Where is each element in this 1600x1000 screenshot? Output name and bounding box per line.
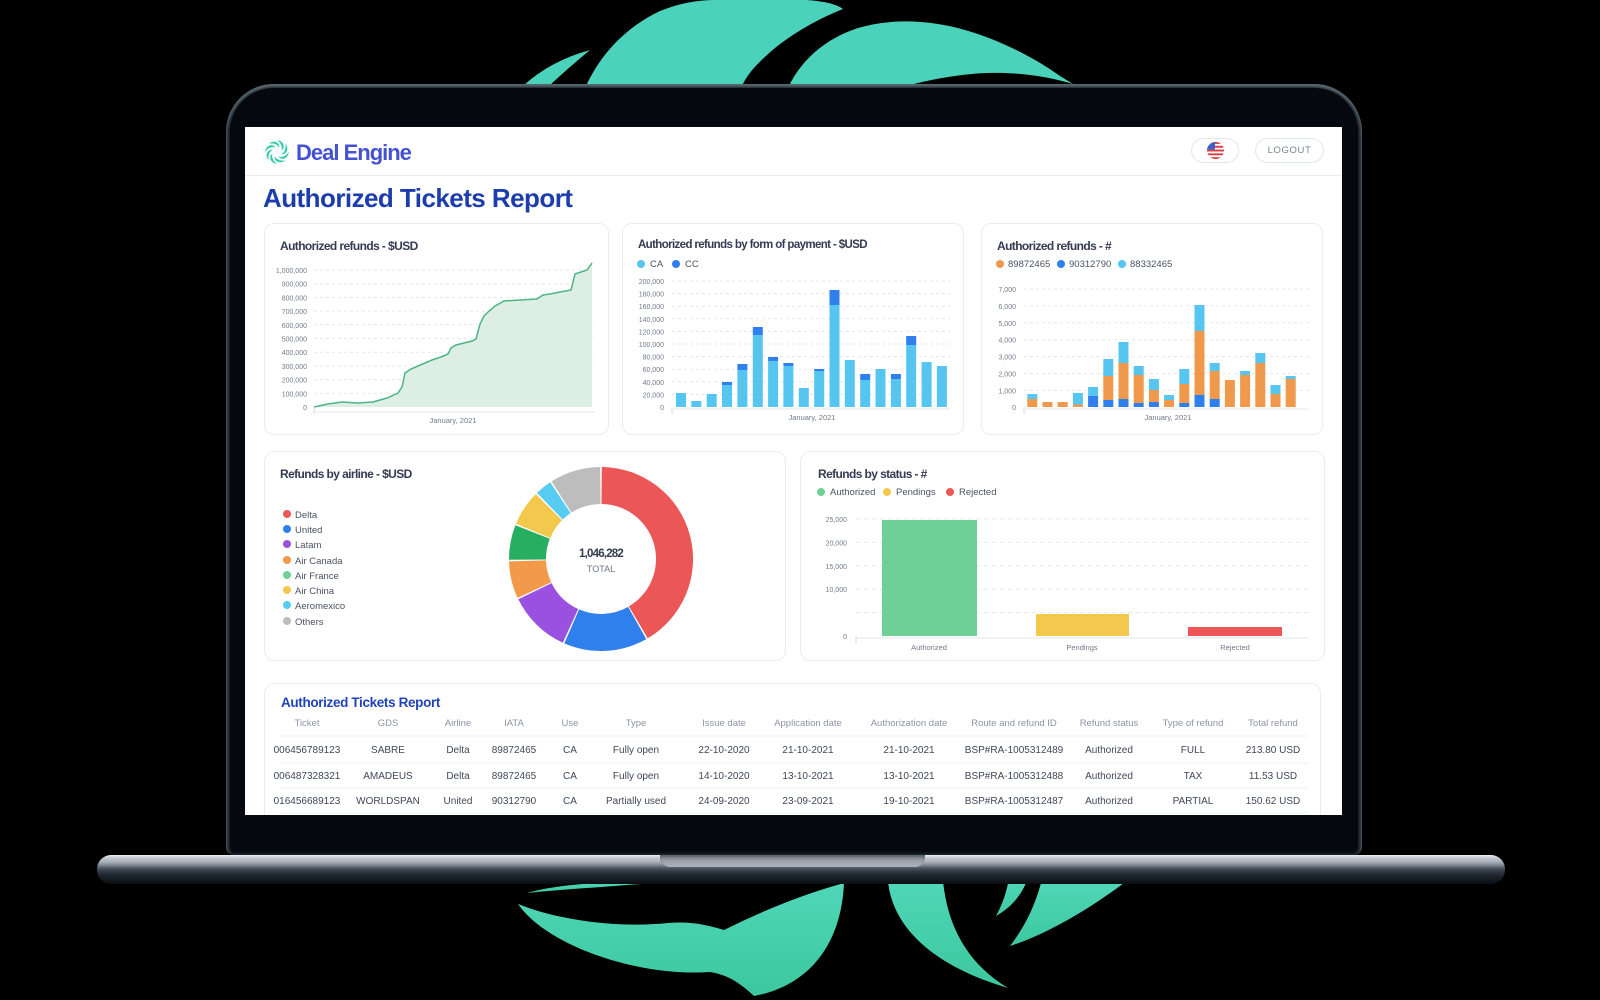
svg-text:200,000: 200,000 (639, 279, 664, 286)
svg-text:1,000,000: 1,000,000 (276, 268, 307, 275)
svg-text:800,000: 800,000 (282, 295, 307, 302)
svg-text:2,000: 2,000 (998, 372, 1016, 379)
svg-text:January, 2021: January, 2021 (789, 413, 836, 422)
svg-text:Delta: Delta (446, 771, 470, 782)
svg-text:15,000: 15,000 (826, 564, 848, 571)
svg-text:13-10-2021: 13-10-2021 (782, 771, 834, 782)
svg-text:7,000: 7,000 (998, 287, 1016, 294)
svg-text:40,000: 40,000 (643, 380, 665, 387)
svg-text:Refund status: Refund status (1080, 718, 1139, 729)
svg-text:Fully open: Fully open (613, 745, 659, 756)
svg-text:BSP#RA-1005312487: BSP#RA-1005312487 (965, 796, 1064, 807)
svg-text:Pendings: Pendings (1066, 643, 1098, 652)
svg-text:BSP#RA-1005312488: BSP#RA-1005312488 (965, 771, 1064, 782)
svg-text:Total refund: Total refund (1248, 718, 1298, 729)
svg-text:Rejected: Rejected (1220, 643, 1250, 652)
svg-text:90312790: 90312790 (492, 796, 537, 807)
svg-text:180,000: 180,000 (639, 292, 664, 299)
svg-text:100,000: 100,000 (639, 342, 664, 349)
svg-text:11.53 USD: 11.53 USD (1249, 771, 1297, 782)
svg-text:CA: CA (563, 796, 577, 807)
svg-text:WORLDSPAN: WORLDSPAN (356, 796, 420, 807)
svg-text:GDS: GDS (378, 718, 399, 729)
svg-text:89872465: 89872465 (492, 771, 537, 782)
svg-text:Use: Use (562, 718, 579, 729)
svg-text:Type of refund: Type of refund (1163, 718, 1224, 729)
svg-text:80,000: 80,000 (643, 355, 665, 362)
svg-text:900,000: 900,000 (282, 282, 307, 289)
svg-text:14-10-2020: 14-10-2020 (698, 771, 750, 782)
svg-text:22-10-2020: 22-10-2020 (698, 745, 750, 756)
svg-text:Route and refund ID: Route and refund ID (971, 718, 1057, 729)
svg-text:700,000: 700,000 (282, 309, 307, 316)
svg-text:21-10-2021: 21-10-2021 (883, 745, 935, 756)
svg-text:213.80 USD: 213.80 USD (1246, 745, 1300, 756)
svg-text:Ticket: Ticket (295, 718, 320, 729)
svg-text:Authorization date: Authorization date (871, 718, 948, 729)
svg-text:TAX: TAX (1184, 771, 1203, 782)
svg-text:21-10-2021: 21-10-2021 (782, 745, 834, 756)
svg-text:Partially used: Partially used (606, 796, 666, 807)
svg-text:400,000: 400,000 (282, 350, 307, 357)
svg-text:Authorized: Authorized (1085, 771, 1133, 782)
svg-text:FULL: FULL (1181, 745, 1206, 756)
svg-text:1,000: 1,000 (998, 388, 1016, 395)
svg-text:Authorized: Authorized (1085, 745, 1133, 756)
svg-text:25,000: 25,000 (826, 517, 848, 524)
svg-text:140,000: 140,000 (639, 317, 664, 324)
svg-text:4,000: 4,000 (998, 338, 1016, 345)
svg-text:3,000: 3,000 (998, 355, 1016, 362)
svg-text:TOTAL: TOTAL (587, 564, 615, 574)
svg-text:0: 0 (303, 405, 307, 412)
svg-text:60,000: 60,000 (643, 367, 665, 374)
svg-text:BSP#RA-1005312489: BSP#RA-1005312489 (965, 745, 1064, 756)
svg-text:13-10-2021: 13-10-2021 (883, 771, 935, 782)
svg-text:Authorized: Authorized (911, 643, 947, 652)
svg-text:Type: Type (626, 718, 647, 729)
svg-text:United: United (444, 796, 473, 807)
svg-text:20,000: 20,000 (826, 540, 848, 547)
svg-text:100,000: 100,000 (282, 391, 307, 398)
svg-text:Issue date: Issue date (702, 718, 746, 729)
svg-text:150.62 USD: 150.62 USD (1246, 796, 1300, 807)
svg-text:Delta: Delta (446, 745, 470, 756)
svg-text:120,000: 120,000 (639, 329, 664, 336)
svg-text:23-09-2021: 23-09-2021 (782, 796, 834, 807)
svg-text:20,000: 20,000 (643, 392, 665, 399)
svg-text:0: 0 (843, 634, 847, 641)
svg-text:Fully open: Fully open (613, 771, 659, 782)
svg-text:500,000: 500,000 (282, 337, 307, 344)
svg-text:1,046,282: 1,046,282 (579, 548, 623, 560)
svg-text:AMADEUS: AMADEUS (363, 771, 413, 782)
svg-text:200,000: 200,000 (282, 378, 307, 385)
svg-text:IATA: IATA (504, 718, 524, 729)
svg-text:006456789123: 006456789123 (274, 745, 341, 756)
svg-text:CA: CA (563, 745, 577, 756)
svg-text:19-10-2021: 19-10-2021 (883, 796, 935, 807)
svg-text:6,000: 6,000 (998, 304, 1016, 311)
svg-text:10,000: 10,000 (826, 587, 848, 594)
svg-text:CA: CA (563, 771, 577, 782)
svg-text:January, 2021: January, 2021 (1145, 413, 1192, 422)
svg-text:Application date: Application date (774, 718, 842, 729)
svg-text:PARTIAL: PARTIAL (1173, 796, 1214, 807)
svg-text:600,000: 600,000 (282, 323, 307, 330)
svg-text:160,000: 160,000 (639, 304, 664, 311)
svg-text:016456689123: 016456689123 (274, 796, 341, 807)
svg-text:Authorized: Authorized (1085, 796, 1133, 807)
svg-text:5,000: 5,000 (998, 321, 1016, 328)
svg-text:0: 0 (660, 405, 664, 412)
svg-text:24-09-2020: 24-09-2020 (698, 796, 750, 807)
svg-text:89872465: 89872465 (492, 745, 537, 756)
svg-text:006487328321: 006487328321 (274, 771, 341, 782)
svg-text:300,000: 300,000 (282, 364, 307, 371)
svg-text:0: 0 (1012, 405, 1016, 412)
svg-text:Airline: Airline (445, 718, 471, 729)
svg-text:SABRE: SABRE (371, 745, 405, 756)
svg-text:January, 2021: January, 2021 (430, 416, 477, 425)
